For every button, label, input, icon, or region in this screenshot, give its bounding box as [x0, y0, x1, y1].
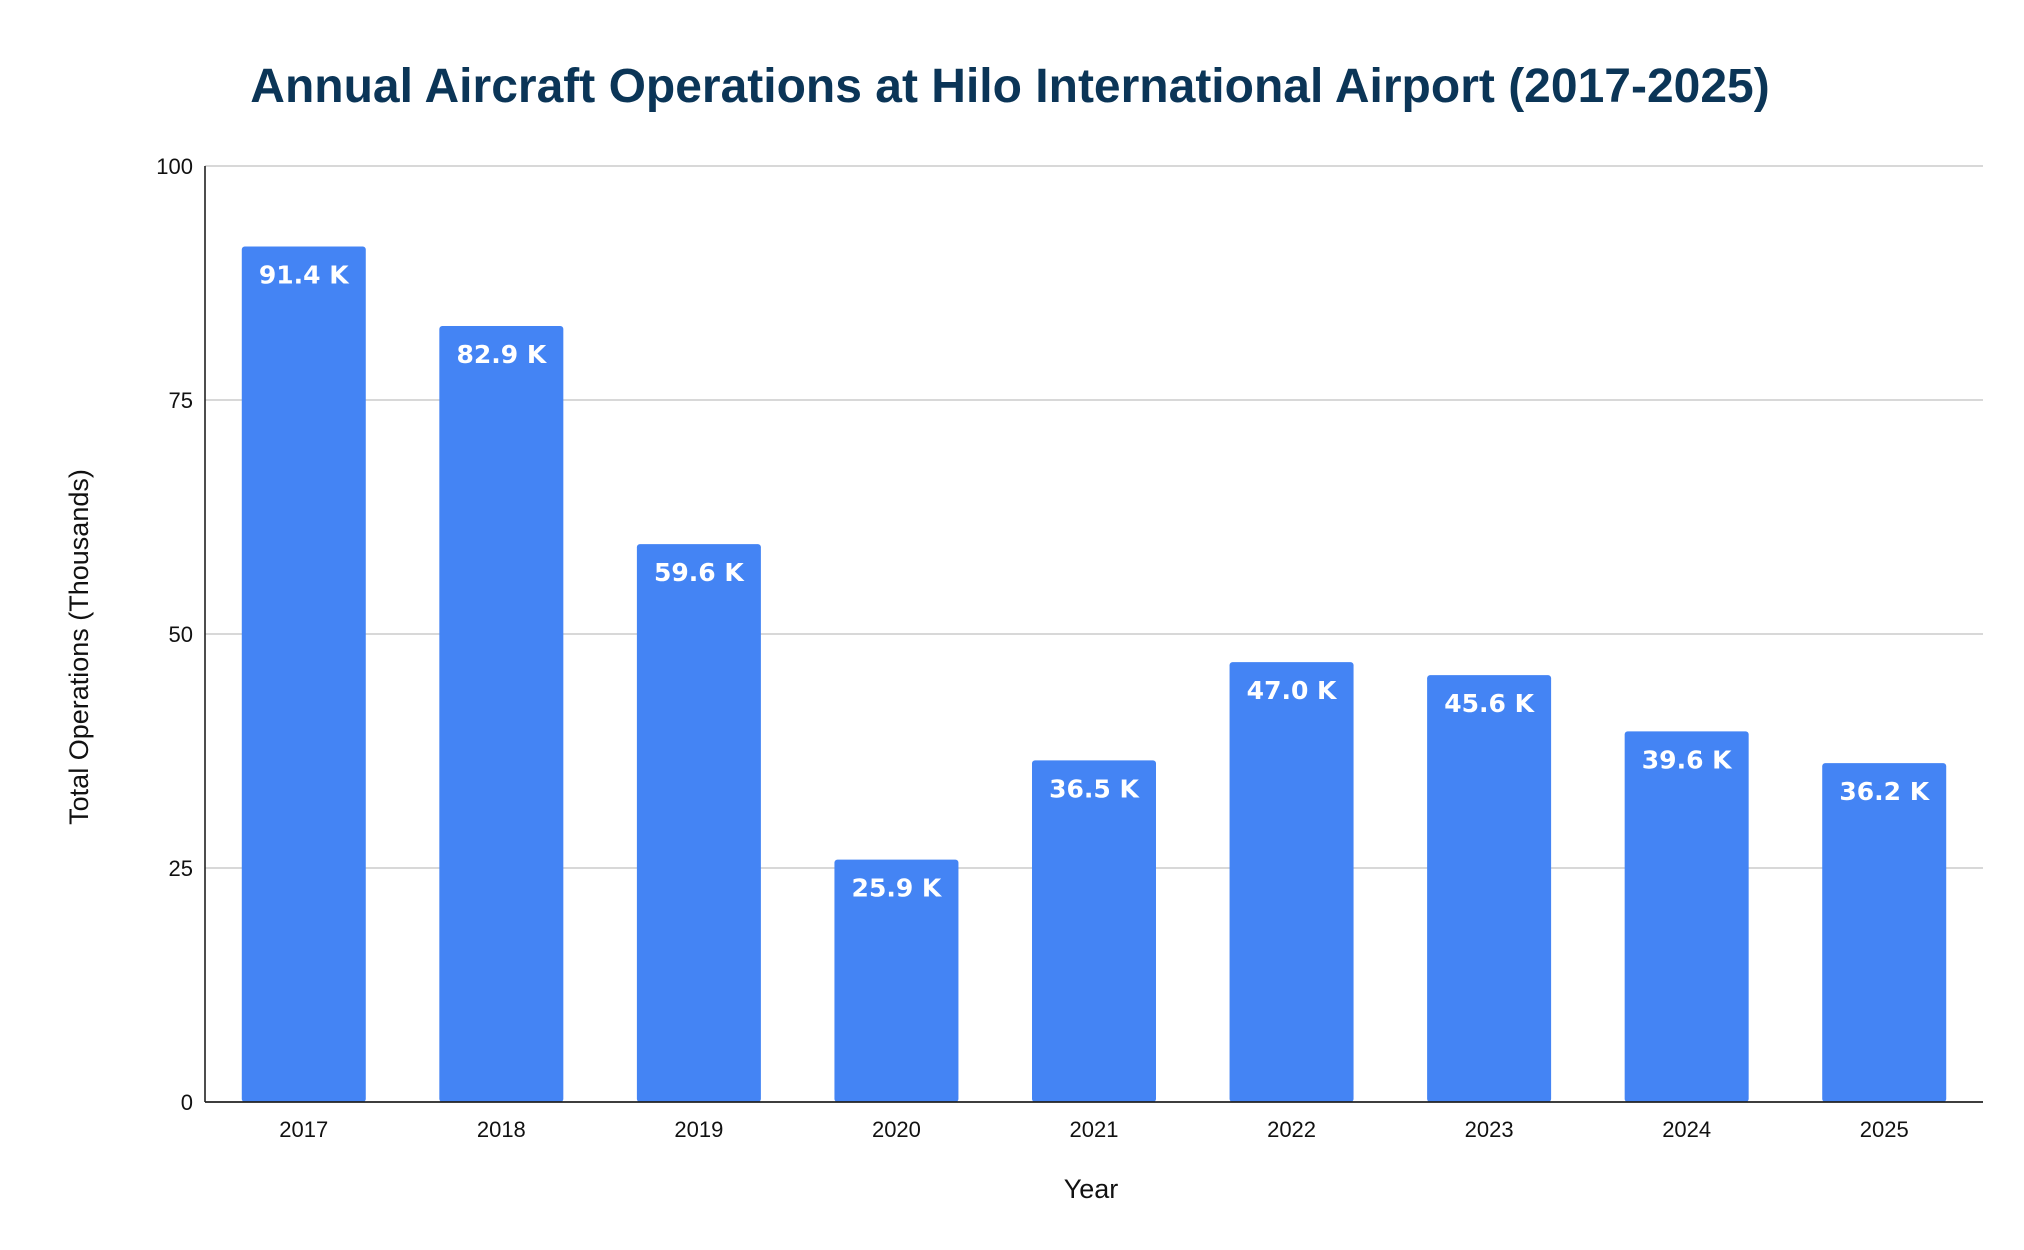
data-label-2019: 59.6 K — [654, 558, 745, 587]
bar-2022 — [1229, 662, 1354, 1102]
data-label-2018: 82.9 K — [456, 340, 547, 369]
data-label-2020: 25.9 K — [852, 874, 943, 903]
y-tick-label: 0 — [181, 1090, 193, 1115]
x-tick-label-2020: 2020 — [872, 1117, 921, 1142]
data-labels: 91.4 K 82.9 K 59.6 K 25.9 K 36.5 K 47.0 K 45.6… — [259, 260, 1931, 902]
data-label-2022: 47.0 K — [1247, 676, 1338, 705]
y-tick-label: 100 — [156, 154, 193, 179]
bar-2017 — [241, 246, 366, 1103]
bar-2023 — [1427, 675, 1552, 1102]
tick-labels: 0 25 50 75 100 2017 2018 2019 2020 2021 2022 2023 20… — [156, 154, 1908, 1142]
y-tick-label: 75 — [169, 388, 193, 413]
x-tick-label-2024: 2024 — [1662, 1117, 1711, 1142]
data-label-2021: 36.5 K — [1049, 774, 1140, 803]
x-tick-label-2021: 2021 — [1070, 1117, 1119, 1142]
y-tick-label: 50 — [169, 622, 193, 647]
data-label-2025: 36.2 K — [1839, 777, 1930, 806]
x-tick-label-2022: 2022 — [1267, 1117, 1316, 1142]
axes — [204, 166, 1983, 1103]
chart-title: Annual Aircraft Operations at Hilo Inter… — [250, 60, 1769, 113]
bar-2020 — [834, 859, 959, 1102]
x-tick-label-2025: 2025 — [1860, 1117, 1909, 1142]
bar-2025 — [1822, 763, 1947, 1102]
x-tick-label-2017: 2017 — [279, 1117, 328, 1142]
bar-2018 — [439, 326, 564, 1102]
data-label-2024: 39.6 K — [1642, 745, 1733, 774]
x-axis-label: Year — [1064, 1174, 1119, 1204]
data-label-2023: 45.6 K — [1444, 689, 1535, 718]
x-tick-label-2023: 2023 — [1465, 1117, 1514, 1142]
y-axis-label: Total Operations (Thousands) — [64, 469, 94, 825]
bars — [241, 246, 1947, 1103]
bar-2024 — [1624, 731, 1749, 1102]
x-tick-label-2019: 2019 — [674, 1117, 723, 1142]
bar-2019 — [636, 544, 761, 1102]
data-label-2017: 91.4 K — [259, 260, 350, 289]
y-tick-label: 25 — [169, 856, 193, 881]
bar-2021 — [1032, 760, 1156, 1102]
x-tick-label-2018: 2018 — [477, 1117, 526, 1142]
